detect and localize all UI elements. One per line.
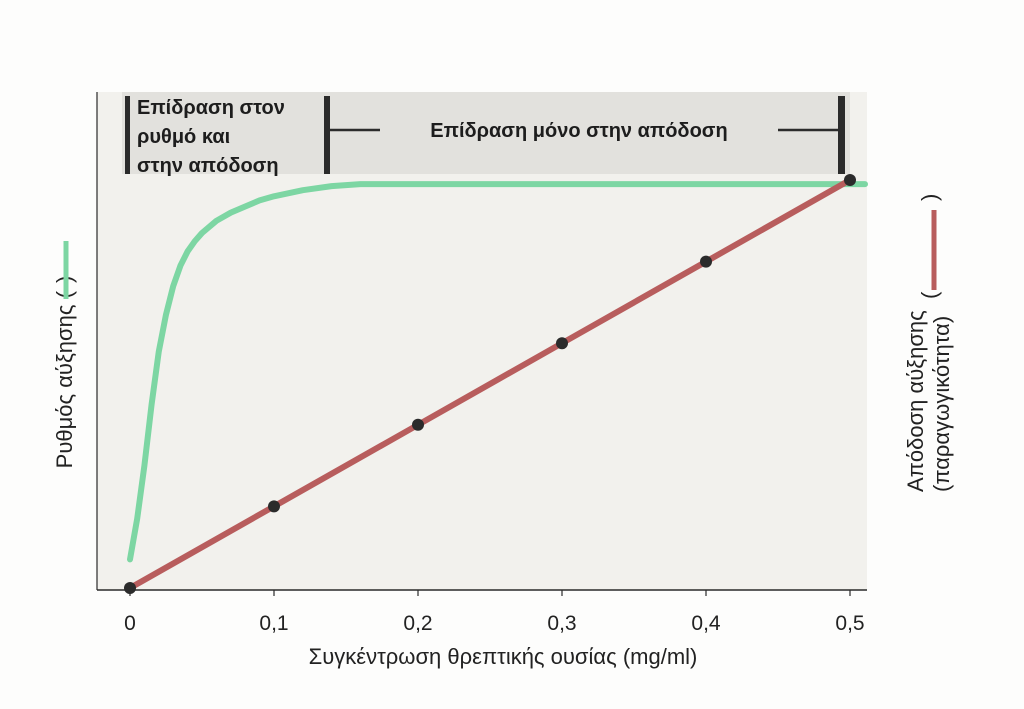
growth-yield-point-2 — [412, 418, 424, 431]
series-group — [127, 177, 868, 591]
x-tick-label-0: 0 — [124, 612, 136, 635]
left-box-line-1: Επίδραση στον — [137, 97, 285, 119]
left-box-line-3: στην απόδοση — [137, 155, 279, 177]
growth-yield-line — [127, 177, 853, 591]
growth-yield-point-4 — [700, 255, 712, 268]
y-axis-label-left-group: Ρυθμός αύξησης ( ) — [52, 276, 77, 469]
y-axis-label-right-line1: Απόδοση αύξησης — [903, 310, 928, 492]
red-legend-close: ) — [917, 194, 942, 201]
x-tick-label-3: 0,3 — [547, 612, 576, 635]
right-range-label: Επίδραση μόνο στην απόδοση — [430, 120, 727, 142]
x-tick-label-4: 0,4 — [691, 612, 721, 635]
x-tick-label-5: 0,5 — [835, 612, 864, 635]
plot-background — [97, 92, 867, 590]
markers-group — [124, 174, 856, 594]
left-box-line-2: ρυθμό και — [137, 126, 230, 148]
x-tick-label-2: 0,2 — [403, 612, 432, 635]
x-tick-label-1: 0,1 — [259, 612, 288, 635]
y-axis-label-left-text: Ρυθμός αύξησης ( — [52, 290, 77, 468]
growth-yield-point-1 — [268, 500, 280, 513]
annotation-band — [122, 92, 850, 174]
annotation-group: Επίδραση στον ρυθμό και στην απόδοση Επί… — [125, 96, 845, 177]
y-axis-label-left: Ρυθμός αύξησης ( ) — [52, 276, 77, 469]
growth-yield-point-3 — [556, 337, 568, 350]
left-bracket-bar — [125, 96, 130, 174]
axes — [96, 92, 867, 591]
red-legend-open: ( — [917, 291, 942, 299]
y-axis-label-right-line2: (παραγωγικότητα) — [929, 316, 954, 492]
x-ticks: 0 0,1 0,2 0,3 0,4 0,5 — [124, 590, 865, 635]
mid-bracket-bar — [324, 96, 330, 174]
growth-yield-point-5 — [844, 174, 856, 186]
right-bracket-bar — [838, 96, 845, 174]
y-axis-label-right-group: Απόδοση αύξησης (παραγωγικότητα) — [903, 310, 954, 492]
growth-yield-point-0 — [124, 582, 136, 594]
red-legend-group: ( ) — [917, 194, 942, 299]
x-axis-label: Συγκέντρωση θρεπτικής ουσίας (mg/ml) — [309, 644, 698, 669]
growth-rate-line — [127, 181, 868, 563]
plot-area — [97, 92, 867, 590]
